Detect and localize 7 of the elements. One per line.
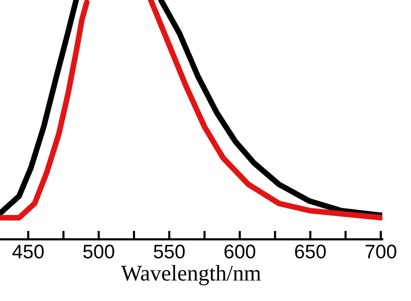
x-tick-label: 650 — [295, 244, 326, 258]
x-tick-label: 550 — [154, 244, 185, 258]
x-tick-label: 450 — [12, 244, 44, 258]
x-axis-title: Wavelength/nm — [121, 265, 261, 286]
x-tick-label: 600 — [224, 244, 256, 258]
x-tick-label: 500 — [83, 244, 114, 258]
x-tick-label: 700 — [366, 244, 396, 258]
